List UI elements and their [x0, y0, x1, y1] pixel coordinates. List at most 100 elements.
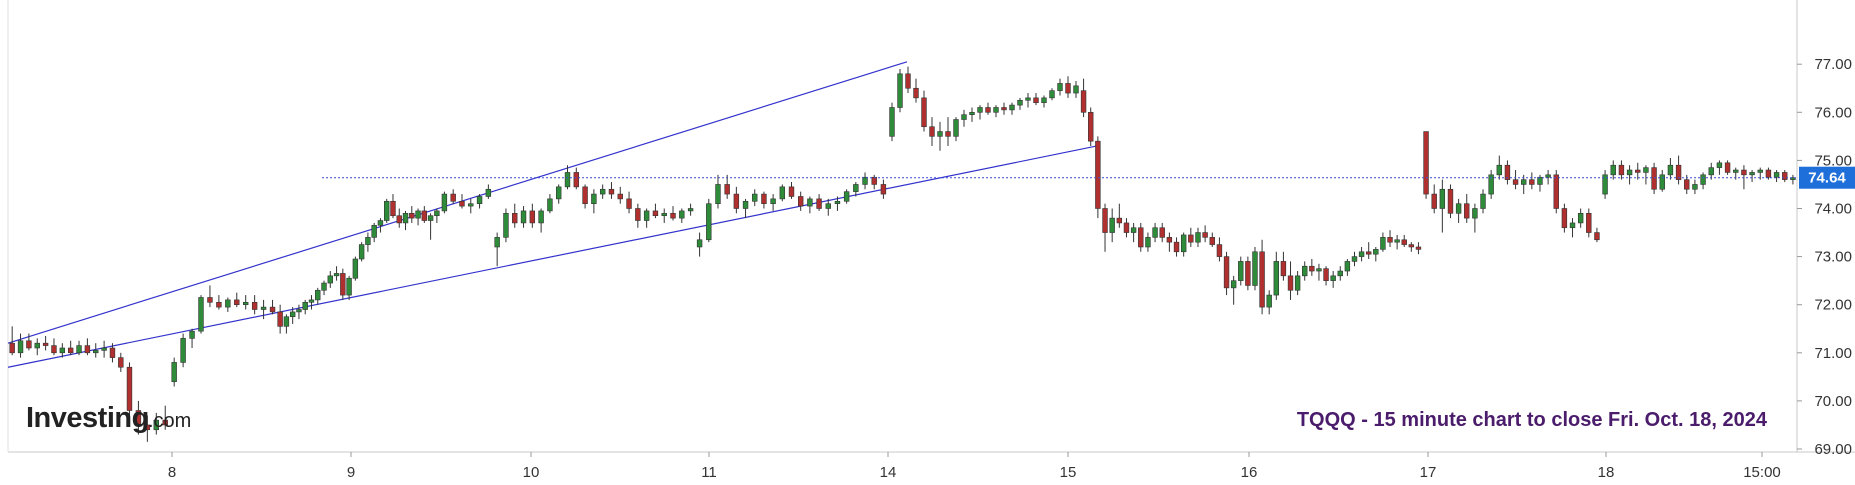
candle-up — [1659, 174, 1665, 190]
candle-up — [993, 107, 999, 113]
candle-up — [1351, 256, 1358, 262]
candle-down — [1116, 217, 1123, 224]
candle-up — [696, 239, 703, 248]
candle-down — [1401, 239, 1407, 245]
candle-down — [67, 347, 74, 354]
candle-down — [1033, 97, 1039, 103]
candle-down — [390, 200, 396, 217]
candle-up — [384, 200, 390, 221]
candle-up — [1472, 208, 1478, 219]
upper-channel-line[interactable] — [7, 61, 908, 344]
candle-down — [913, 87, 919, 99]
candle-up — [1373, 249, 1379, 255]
y-tick-label: 77.00 — [1814, 56, 1852, 73]
candle-up — [1439, 188, 1446, 209]
candle-down — [459, 200, 465, 207]
candle-up — [706, 203, 712, 241]
candle-up — [770, 198, 776, 204]
candle-up — [1521, 179, 1527, 185]
candle-down — [1001, 107, 1007, 111]
candle-up — [260, 306, 267, 310]
candle-down — [269, 306, 276, 313]
candle-down — [582, 186, 588, 204]
candle-down — [1415, 246, 1422, 250]
candle-down — [788, 186, 795, 197]
candle-down — [1223, 256, 1230, 289]
candle-up — [1057, 83, 1063, 91]
candle-up — [643, 210, 650, 221]
candle-down — [880, 184, 887, 195]
candle-up — [283, 316, 290, 327]
last-price-reference: 74.64 — [322, 166, 1855, 189]
candle-up — [1337, 270, 1343, 277]
candle-down — [1724, 162, 1731, 173]
candle-up — [1294, 275, 1301, 291]
candle-down — [905, 73, 911, 89]
candle-down — [1123, 222, 1130, 233]
candle-down — [135, 410, 142, 426]
candle-up — [315, 289, 321, 301]
candle-down — [421, 210, 428, 221]
candle-up — [1394, 239, 1400, 243]
candle-up — [752, 193, 758, 202]
candle-up — [101, 347, 107, 351]
candle-up — [1049, 90, 1055, 99]
candle-up — [1195, 232, 1201, 243]
candle-up — [1009, 104, 1015, 111]
lower-channel-line[interactable] — [7, 145, 1098, 368]
candle-down — [733, 193, 740, 209]
candle-down — [144, 424, 151, 431]
candle-down — [162, 419, 168, 426]
candle-up — [564, 172, 571, 188]
y-tick-label: 69.00 — [1814, 441, 1852, 458]
candle-down — [1102, 208, 1108, 233]
candle-up — [494, 237, 500, 248]
x-tick-label: 14 — [880, 464, 897, 481]
logo-suffix: .com — [148, 410, 191, 432]
candle-down — [84, 345, 91, 354]
candle-up — [1145, 237, 1151, 248]
candle-down — [1365, 251, 1372, 255]
candle-up — [327, 275, 333, 284]
candle-up — [1266, 294, 1272, 308]
candle-up — [1238, 261, 1244, 281]
candle-down — [761, 193, 767, 204]
investing-logo: Investing .com — [26, 402, 191, 434]
candle-down — [126, 366, 133, 411]
candle-up — [862, 176, 868, 185]
candle-down — [1088, 112, 1094, 142]
candle-up — [1455, 203, 1462, 214]
candle-up — [807, 198, 813, 207]
y-tick-label: 70.00 — [1814, 393, 1852, 410]
y-tick-label: 73.00 — [1814, 249, 1852, 266]
candle-up — [225, 299, 231, 308]
candle-down — [1188, 234, 1194, 243]
candle-up — [538, 210, 544, 224]
candle-down — [945, 131, 951, 137]
candle-up — [1733, 169, 1739, 173]
x-tick-label: 18 — [1598, 464, 1615, 481]
candle-up — [599, 188, 606, 195]
candle-down — [9, 342, 15, 354]
candle-down — [1159, 227, 1165, 238]
candle-up — [1643, 167, 1649, 173]
candle-up — [937, 131, 943, 137]
candle-up — [76, 345, 82, 354]
candle-down — [1741, 169, 1747, 176]
candle-down — [1259, 251, 1265, 308]
candle-up — [1716, 162, 1723, 168]
candle-up — [834, 200, 841, 204]
candle-down — [1408, 244, 1415, 248]
candle-up — [897, 73, 903, 108]
candle-up — [1545, 174, 1551, 178]
x-tick-label: 17 — [1420, 464, 1437, 481]
candle-up — [365, 237, 371, 245]
candle-up — [889, 107, 895, 137]
x-tick-label: 9 — [347, 464, 355, 481]
candle-up — [321, 282, 327, 291]
candle-down — [1209, 237, 1215, 245]
candle-down — [1782, 172, 1788, 180]
candle-up — [1330, 275, 1336, 281]
candle-down — [1166, 237, 1173, 243]
